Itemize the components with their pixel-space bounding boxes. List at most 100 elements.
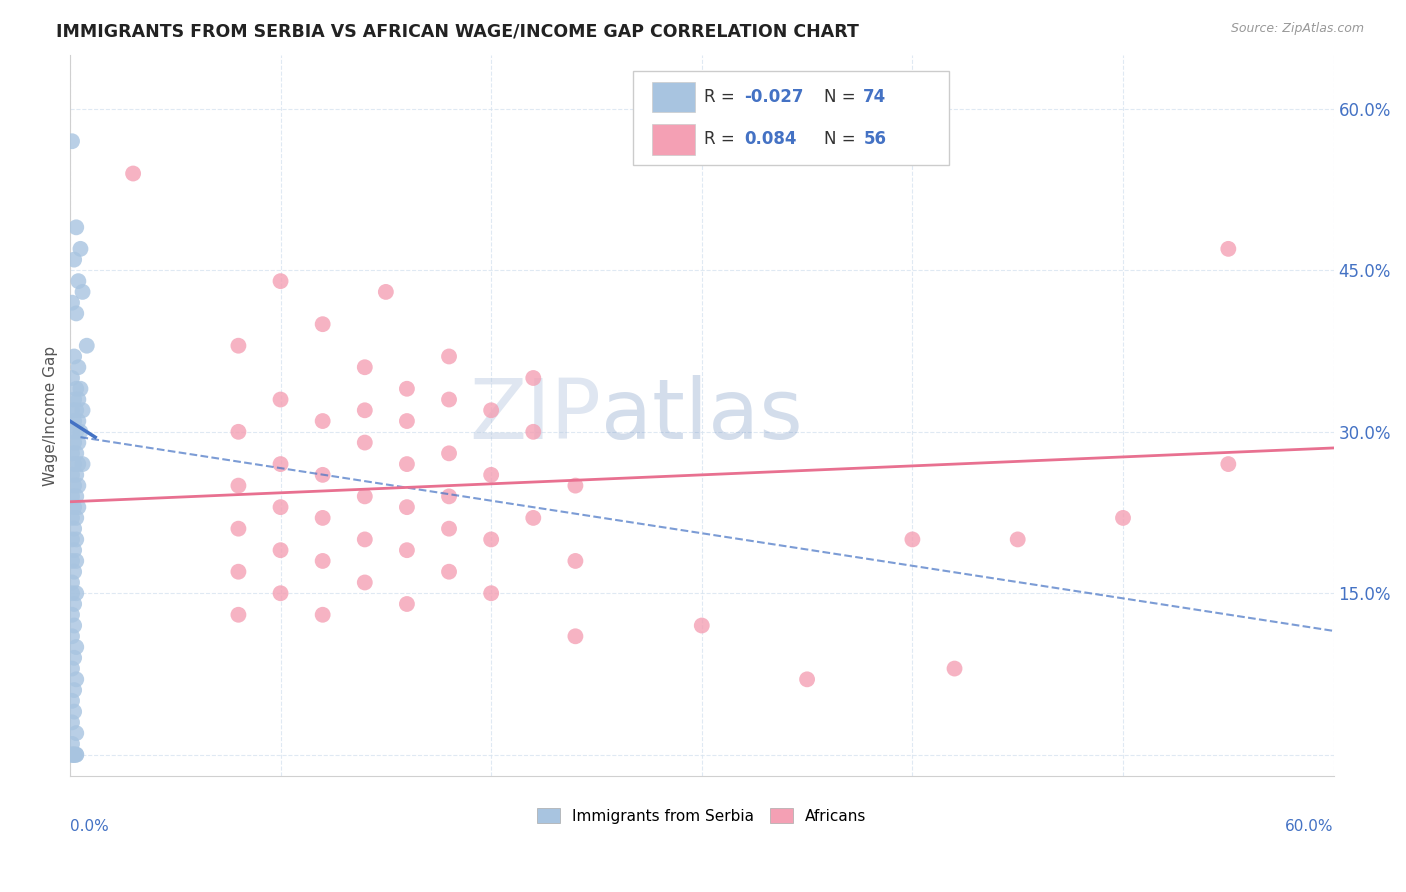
Point [353, 435, 375, 450]
Point [63, 500, 86, 515]
Point [60, 575, 83, 590]
Point [60, 403, 83, 417]
Point [69, 242, 91, 256]
Point [65, 382, 87, 396]
Text: IMMIGRANTS FROM SERBIA VS AFRICAN WAGE/INCOME GAP CORRELATION CHART: IMMIGRANTS FROM SERBIA VS AFRICAN WAGE/I… [56, 22, 859, 40]
Point [65, 425, 87, 439]
Point [796, 673, 818, 687]
Point [65, 747, 87, 762]
Point [311, 317, 333, 331]
Point [60, 694, 83, 708]
Point [353, 575, 375, 590]
Text: R =: R = [704, 130, 741, 148]
Point [60, 554, 83, 568]
Point [437, 565, 460, 579]
Point [479, 586, 502, 600]
Point [522, 425, 544, 439]
Point [65, 446, 87, 460]
Point [60, 715, 83, 730]
Point [63, 747, 86, 762]
Point [65, 586, 87, 600]
Point [60, 489, 83, 503]
Point [311, 554, 333, 568]
Text: atlas: atlas [600, 376, 803, 456]
Point [60, 134, 83, 148]
Point [60, 371, 83, 385]
Point [63, 478, 86, 492]
Point [479, 467, 502, 482]
Point [228, 425, 250, 439]
Point [353, 489, 375, 503]
Point [63, 435, 86, 450]
Point [63, 392, 86, 407]
Point [65, 640, 87, 654]
Point [395, 457, 418, 471]
Point [270, 586, 292, 600]
Point [522, 511, 544, 525]
Point [63, 522, 86, 536]
Point [65, 673, 87, 687]
Point [122, 167, 145, 181]
Point [437, 446, 460, 460]
Point [65, 533, 87, 547]
Point [63, 618, 86, 632]
Point [522, 371, 544, 385]
Point [60, 425, 83, 439]
Point [1218, 242, 1240, 256]
Point [228, 339, 250, 353]
Point [228, 478, 250, 492]
Point [65, 747, 87, 762]
Point [69, 382, 91, 396]
Point [63, 350, 86, 364]
Point [72, 457, 94, 471]
Point [65, 511, 87, 525]
Point [1007, 533, 1029, 547]
Point [63, 252, 86, 267]
Point [353, 360, 375, 375]
Point [270, 274, 292, 288]
Point [72, 285, 94, 299]
Point [60, 295, 83, 310]
Point [311, 607, 333, 622]
Point [479, 403, 502, 417]
Point [60, 747, 83, 762]
Point [76, 339, 98, 353]
Point [564, 554, 586, 568]
Text: -0.027: -0.027 [744, 88, 803, 106]
Point [1112, 511, 1135, 525]
Point [60, 737, 83, 751]
Legend: Immigrants from Serbia, Africans: Immigrants from Serbia, Africans [531, 802, 872, 830]
Point [67, 360, 90, 375]
Point [67, 435, 90, 450]
Point [65, 467, 87, 482]
Point [228, 522, 250, 536]
Point [65, 403, 87, 417]
Point [65, 726, 87, 740]
Point [63, 650, 86, 665]
Text: N =: N = [824, 88, 860, 106]
Point [63, 683, 86, 698]
Point [60, 747, 83, 762]
Point [228, 607, 250, 622]
Point [311, 467, 333, 482]
Point [65, 220, 87, 235]
Point [63, 747, 86, 762]
Text: 74: 74 [863, 88, 887, 106]
Point [67, 392, 90, 407]
Text: Source: ZipAtlas.com: Source: ZipAtlas.com [1230, 22, 1364, 36]
Point [437, 489, 460, 503]
Point [65, 489, 87, 503]
Point [395, 597, 418, 611]
Point [60, 446, 83, 460]
Point [69, 425, 91, 439]
Text: 56: 56 [863, 130, 886, 148]
Point [901, 533, 924, 547]
Point [63, 565, 86, 579]
Text: R =: R = [704, 88, 741, 106]
Point [270, 543, 292, 558]
Point [395, 382, 418, 396]
Point [479, 533, 502, 547]
Point [63, 747, 86, 762]
Point [60, 586, 83, 600]
Point [63, 457, 86, 471]
